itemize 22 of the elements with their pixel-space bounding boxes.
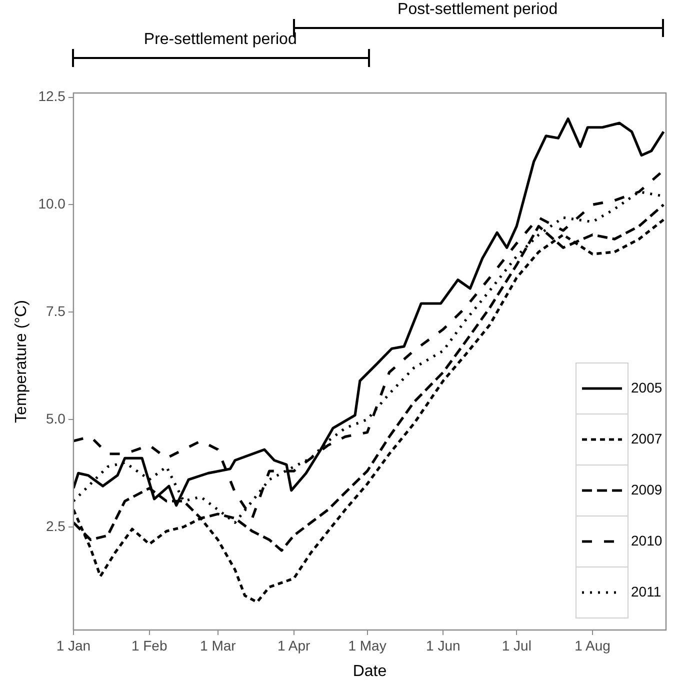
legend-label: 2011 [631,583,662,600]
y-tick-label: 7.5 [46,302,66,319]
x-tick-label: 1 Jul [502,637,532,654]
y-tick-label: 5.0 [46,410,66,426]
x-axis-title: Date [352,662,387,680]
y-tick-label: 2.5 [46,518,66,534]
x-tick-label: 1 Aug [574,637,610,654]
legend-label: 2010 [631,532,662,548]
x-tick-label: 1 Feb [131,637,168,654]
text: Pre-settlement period [142,31,298,49]
legend-label: 2009 [631,481,662,498]
text: Post-settlement period [396,1,559,19]
legend-label: 2007 [631,430,662,446]
legend-label: 2005 [631,379,662,396]
x-tick-label: 1 Jun [426,637,460,654]
y-tick-label: 12.5 [38,88,66,104]
y-tick-label: 10.0 [38,196,66,212]
x-tick-label: 1 May [348,637,386,654]
x-tick-label: 1 Apr [277,637,310,654]
x-tick-label: 1 Mar [200,637,236,654]
y-axis-title: Temperature (°C) [13,300,30,423]
x-tick-label: 1 Jan [56,637,91,654]
